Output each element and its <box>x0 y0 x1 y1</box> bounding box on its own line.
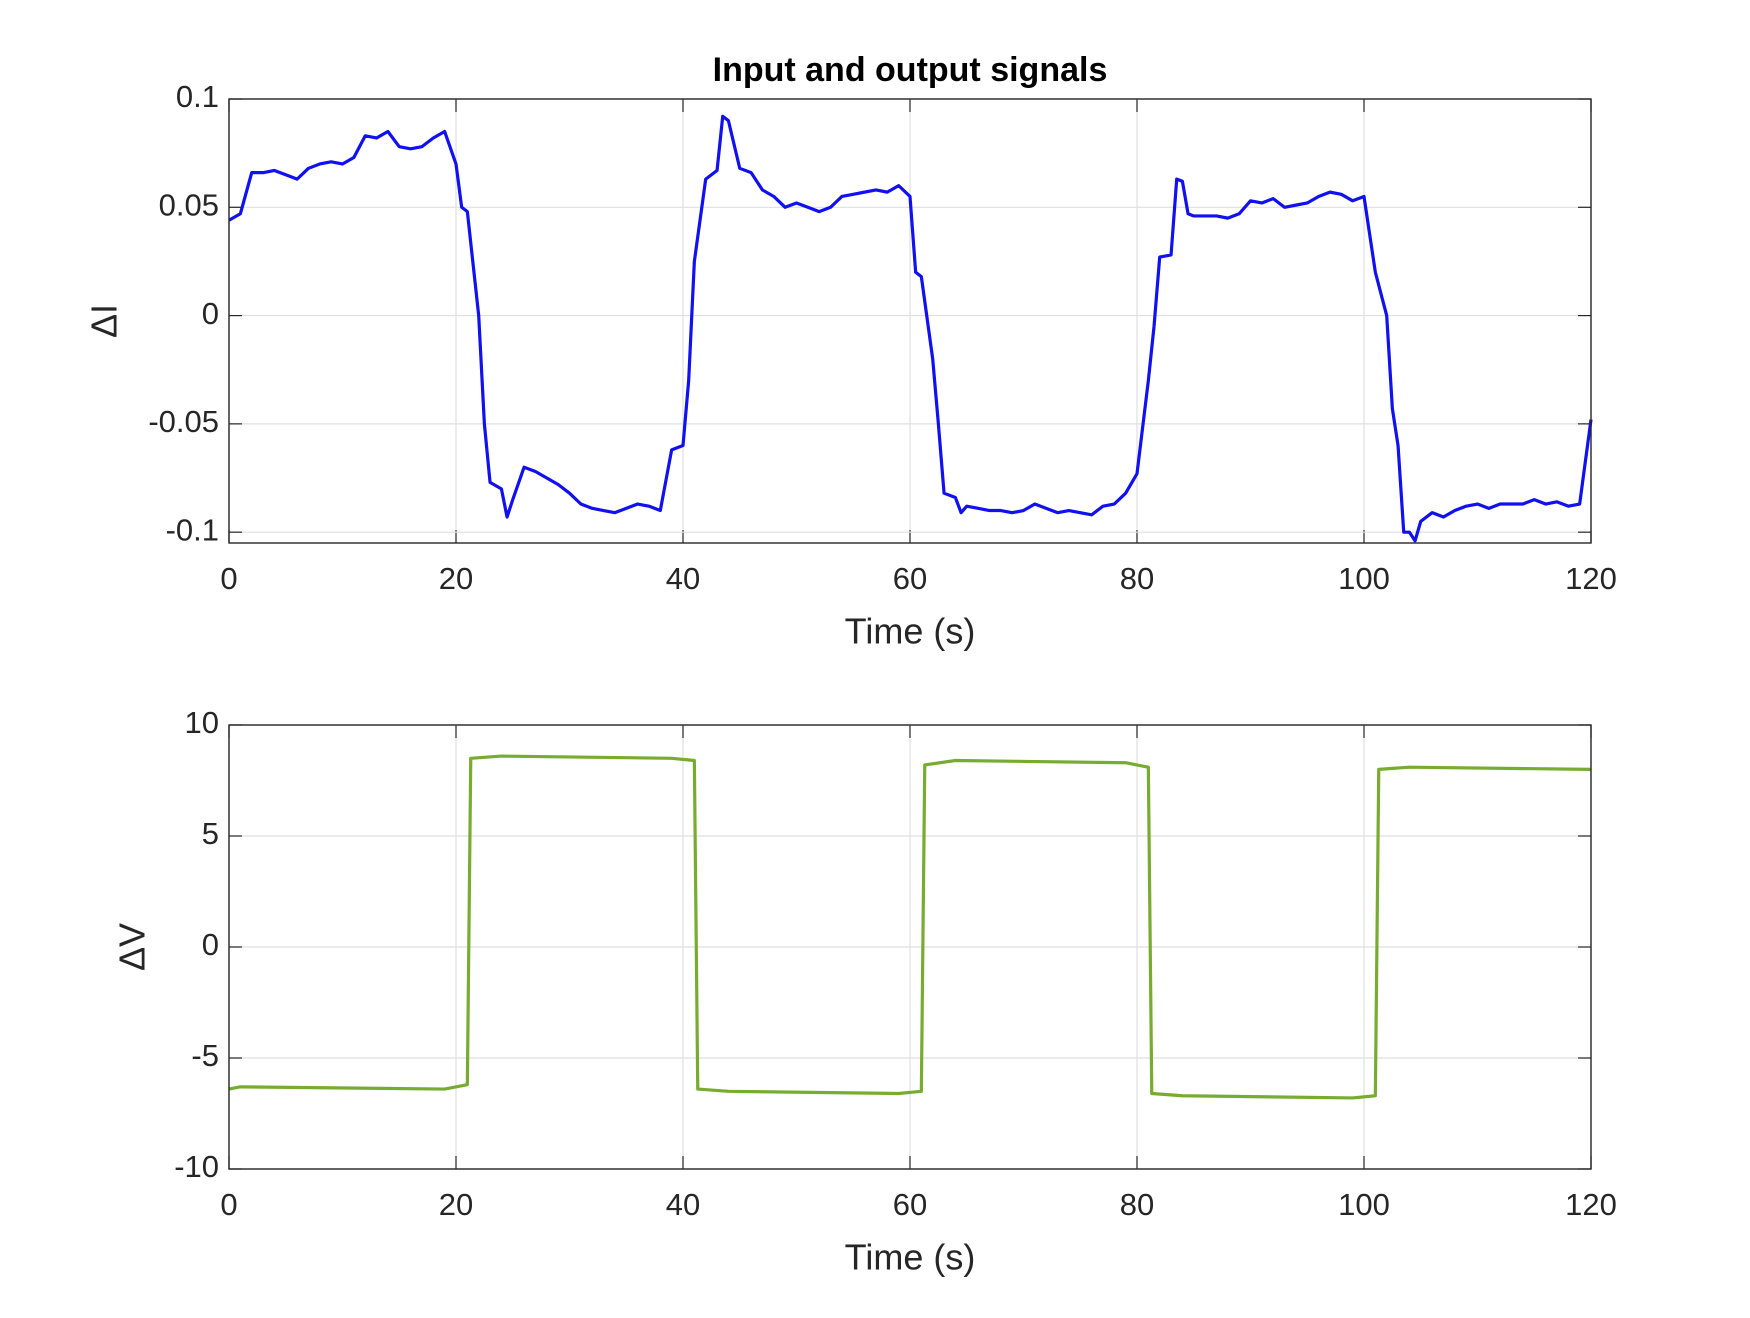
y-tick-label: 0.05 <box>159 187 219 222</box>
y-tick-label: -0.1 <box>166 512 219 547</box>
chart-title: Input and output signals <box>713 51 1108 89</box>
x-tick-label: 40 <box>666 1187 700 1222</box>
y-tick-label: 5 <box>202 816 219 851</box>
x-tick-label: 80 <box>1120 1187 1154 1222</box>
x-tick-label: 20 <box>439 1187 473 1222</box>
axes-box <box>228 724 1592 1170</box>
x-tick-label: 0 <box>220 1187 237 1222</box>
y-tick-label: 0 <box>202 927 219 962</box>
x-tick-label: 40 <box>666 561 700 596</box>
x-tick-label: 120 <box>1565 1187 1617 1222</box>
y-axis-label: ΔV <box>112 923 153 971</box>
data-line <box>228 114 1593 543</box>
y-tick-label: 0.1 <box>176 79 219 114</box>
y-tick-label: -5 <box>191 1038 219 1073</box>
x-tick-label: 100 <box>1338 561 1390 596</box>
x-tick-label: 100 <box>1338 1187 1390 1222</box>
x-tick-label: 120 <box>1565 561 1617 596</box>
x-tick-label: 60 <box>893 561 927 596</box>
x-axis-label: Time (s) <box>845 611 976 652</box>
y-tick-label: 10 <box>185 705 219 740</box>
x-tick-label: 60 <box>893 1187 927 1222</box>
x-tick-label: 20 <box>439 561 473 596</box>
data-line <box>228 754 1592 1100</box>
y-tick-label: -10 <box>174 1149 219 1184</box>
x-tick-label: 0 <box>220 561 237 596</box>
y-tick-label: 0 <box>202 296 219 331</box>
axes-box <box>228 98 1592 544</box>
y-axis-label: ΔI <box>84 304 125 338</box>
x-axis-label: Time (s) <box>845 1237 976 1278</box>
x-tick-label: 80 <box>1120 561 1154 596</box>
y-tick-label: -0.05 <box>148 404 219 439</box>
